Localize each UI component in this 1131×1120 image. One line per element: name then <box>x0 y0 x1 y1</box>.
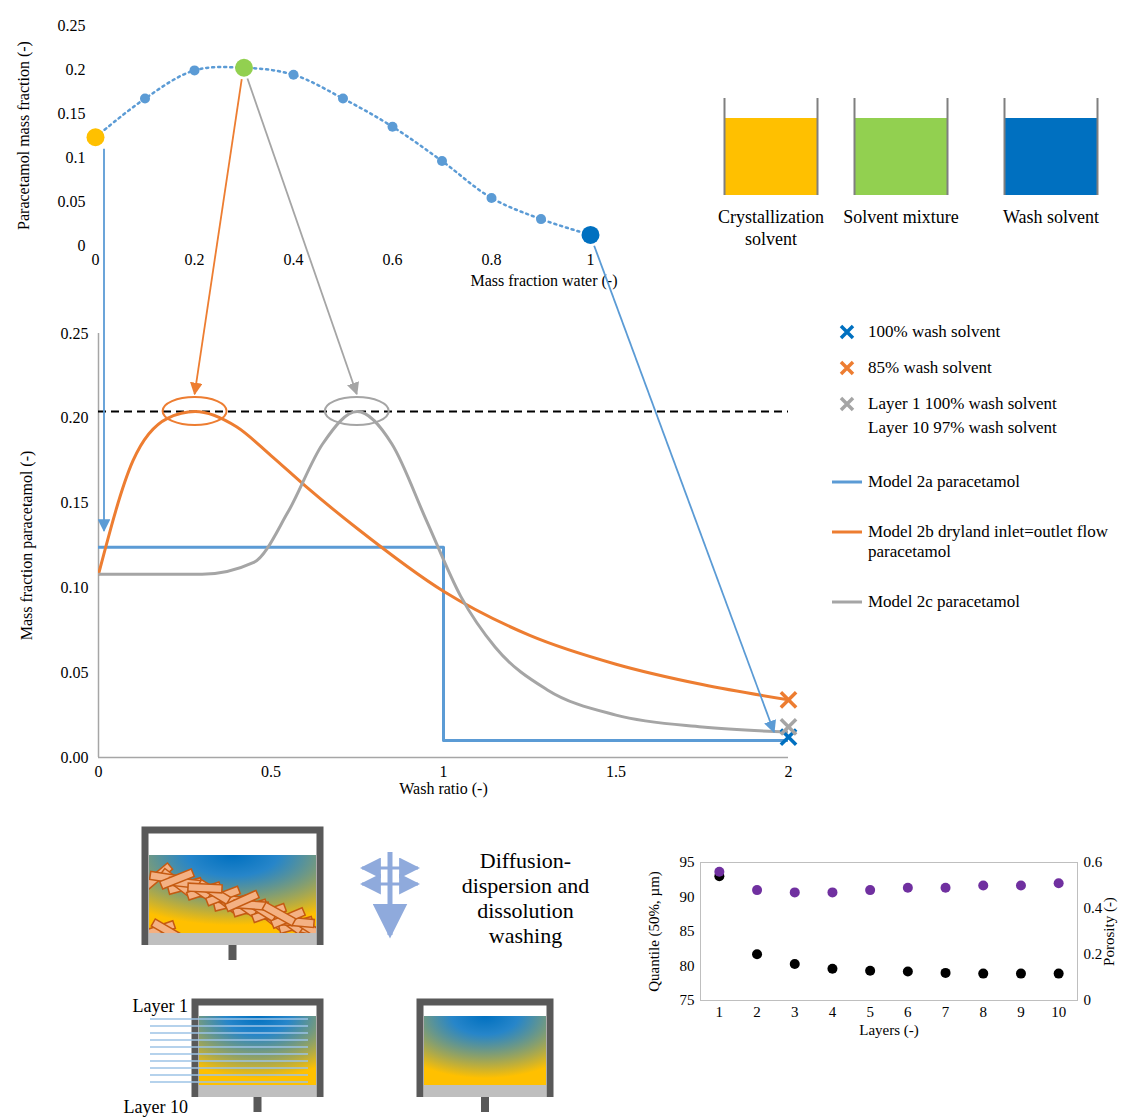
svg-text:0: 0 <box>1084 992 1092 1008</box>
svg-text:0.5: 0.5 <box>261 763 281 780</box>
svg-text:0.4: 0.4 <box>284 251 304 268</box>
svg-text:0: 0 <box>92 251 100 268</box>
svg-text:0.8: 0.8 <box>482 251 502 268</box>
svg-text:2: 2 <box>785 763 793 780</box>
html-text:Wash solvent: Wash solvent <box>1003 207 1099 227</box>
svg-text:0.6: 0.6 <box>383 251 403 268</box>
svg-text:0.4: 0.4 <box>1083 900 1103 917</box>
html-text:100% wash solvent: 100% wash solvent <box>868 322 1001 341</box>
svg-text:90: 90 <box>680 889 695 905</box>
svg-text:0: 0 <box>78 237 86 254</box>
svg-text:Wash ratio (-): Wash ratio (-) <box>399 780 487 798</box>
svg-text:Mass fraction water (-): Mass fraction water (-) <box>470 272 617 290</box>
svg-text:7: 7 <box>942 1004 950 1020</box>
svg-text:0.05: 0.05 <box>61 664 89 681</box>
svg-text:1: 1 <box>440 763 448 780</box>
svg-text:1: 1 <box>587 251 595 268</box>
html-text:85% wash solvent: 85% wash solvent <box>868 358 992 377</box>
svg-text:Layer 10: Layer 10 <box>124 1097 188 1117</box>
svg-text:2: 2 <box>753 1004 761 1020</box>
html-text:Diffusion-dispersion and disso: Diffusion-dispersion and dissolution was… <box>461 848 590 948</box>
svg-text:Quantile (50%, µm): Quantile (50%, µm) <box>646 871 663 992</box>
svg-text:0: 0 <box>95 763 103 780</box>
svg-text:0.25: 0.25 <box>61 325 89 342</box>
svg-text:0.25: 0.25 <box>58 17 86 34</box>
html-text:Crystallization solvent: Crystallization solvent <box>718 207 824 249</box>
svg-text:Porosity (-): Porosity (-) <box>1101 897 1118 966</box>
svg-text:0.00: 0.00 <box>61 749 89 766</box>
svg-text:3: 3 <box>791 1004 799 1020</box>
svg-text:0.15: 0.15 <box>58 105 86 122</box>
html-text:Model 2a paracetamol: Model 2a paracetamol <box>868 472 1020 491</box>
svg-text:5: 5 <box>866 1004 874 1020</box>
svg-text:Layers (-): Layers (-) <box>859 1022 919 1039</box>
svg-text:0.10: 0.10 <box>61 579 89 596</box>
svg-text:0.05: 0.05 <box>58 193 86 210</box>
svg-text:6: 6 <box>904 1004 912 1020</box>
svg-text:75: 75 <box>680 992 695 1008</box>
svg-text:Mass fraction paracetamol (-): Mass fraction paracetamol (-) <box>18 451 36 641</box>
svg-text:0.2: 0.2 <box>185 251 205 268</box>
svg-text:8: 8 <box>980 1004 988 1020</box>
svg-text:1: 1 <box>716 1004 724 1020</box>
svg-text:1.5: 1.5 <box>606 763 626 780</box>
svg-text:4: 4 <box>829 1004 837 1020</box>
svg-text:Layer 1: Layer 1 <box>133 996 188 1016</box>
svg-text:0.6: 0.6 <box>1084 854 1103 870</box>
html-text:Layer 10 97% wash solvent: Layer 10 97% wash solvent <box>868 418 1057 437</box>
svg-text:9: 9 <box>1017 1004 1024 1020</box>
svg-text:0.20: 0.20 <box>61 409 89 426</box>
svg-text:Paracetamol mass fraction (-): Paracetamol mass fraction (-) <box>15 41 33 230</box>
svg-text:85: 85 <box>680 923 695 939</box>
html-text:Model 2c paracetamol: Model 2c paracetamol <box>868 592 1020 611</box>
svg-text:10: 10 <box>1051 1004 1066 1020</box>
html-text:Layer 1 100% wash solvent: Layer 1 100% wash solvent <box>868 394 1057 413</box>
svg-text:95: 95 <box>680 854 695 870</box>
svg-text:80: 80 <box>680 958 695 974</box>
svg-text:0.1: 0.1 <box>66 149 86 166</box>
svg-text:0.2: 0.2 <box>1084 946 1103 962</box>
svg-text:0.2: 0.2 <box>66 61 86 78</box>
html-text:Model 2b dryland inlet=outlet: Model 2b dryland inlet=outlet flow parac… <box>868 522 1108 561</box>
svg-text:0.15: 0.15 <box>61 494 89 511</box>
html-text:Solvent mixture: Solvent mixture <box>843 207 959 227</box>
